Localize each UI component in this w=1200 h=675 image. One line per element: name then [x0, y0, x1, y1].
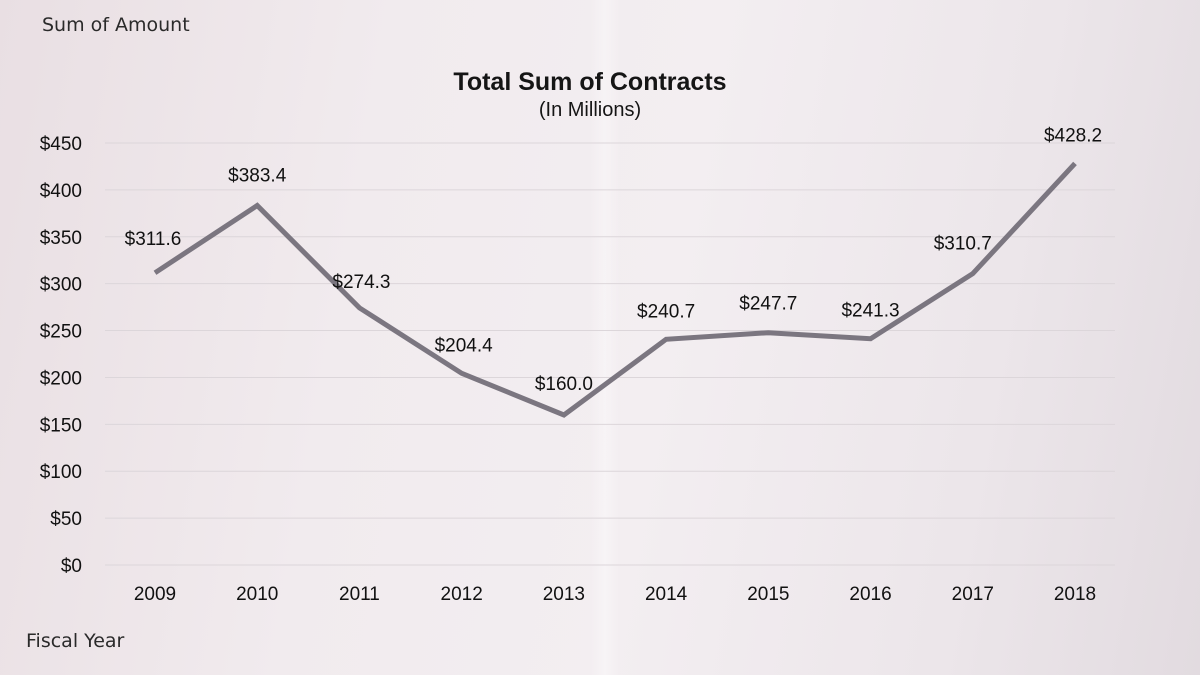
data-label: $310.7	[934, 234, 992, 255]
y-tick-label: $300	[40, 275, 82, 296]
y-tick-label: $100	[40, 462, 82, 483]
y-tick-label: $200	[40, 368, 82, 389]
x-tick-label: 2017	[952, 584, 994, 605]
gridlines	[105, 142, 1115, 566]
x-tick-label: 2011	[339, 584, 380, 605]
data-label: $241.3	[841, 301, 899, 322]
axis-field-button[interactable]: Fiscal Year	[26, 630, 125, 652]
x-tick-label: 2016	[849, 584, 891, 605]
series-group	[153, 161, 1077, 418]
data-label: $204.4	[435, 335, 494, 356]
y-tick-label: $0	[61, 556, 82, 577]
x-axis: 2009 2010 2011 2012 2013 2014 2015 2016 2017 2018	[134, 584, 1096, 605]
chart-title: Total Sum of Contracts	[453, 68, 727, 96]
y-tick-label: $450	[40, 134, 82, 155]
x-tick-label: 2009	[134, 584, 176, 605]
y-tick-label: $150	[40, 415, 82, 436]
x-tick-label: 2014	[645, 584, 688, 605]
y-axis: $0 $50 $100 $150 $200 $250 $300 $350 $400 $450	[40, 134, 82, 577]
data-label: $383.4	[228, 165, 287, 186]
y-tick-label: $400	[40, 181, 82, 202]
y-tick-label: $250	[40, 322, 82, 343]
value-field-button[interactable]: Sum of Amount	[42, 14, 190, 36]
paper-fold	[590, 0, 620, 675]
series-line	[153, 161, 1077, 418]
data-label: $274.3	[332, 272, 390, 293]
data-label: $247.7	[739, 294, 797, 315]
data-label: $160.0	[535, 374, 593, 395]
x-tick-label: 2015	[747, 584, 789, 605]
x-tick-label: 2018	[1054, 584, 1096, 605]
x-tick-label: 2012	[441, 584, 483, 605]
data-label: $240.7	[637, 301, 695, 322]
x-tick-label: 2013	[543, 584, 585, 605]
data-labels: $311.6 $383.4 $274.3 $204.4 $160.0 $240.7 $247…	[125, 125, 1102, 395]
data-label: $311.6	[125, 229, 182, 250]
x-tick-label: 2010	[236, 584, 278, 605]
y-tick-label: $350	[40, 228, 82, 249]
y-tick-label: $50	[50, 509, 82, 530]
data-label: $428.2	[1044, 125, 1102, 146]
chart-subtitle: (In Millions)	[538, 99, 642, 121]
